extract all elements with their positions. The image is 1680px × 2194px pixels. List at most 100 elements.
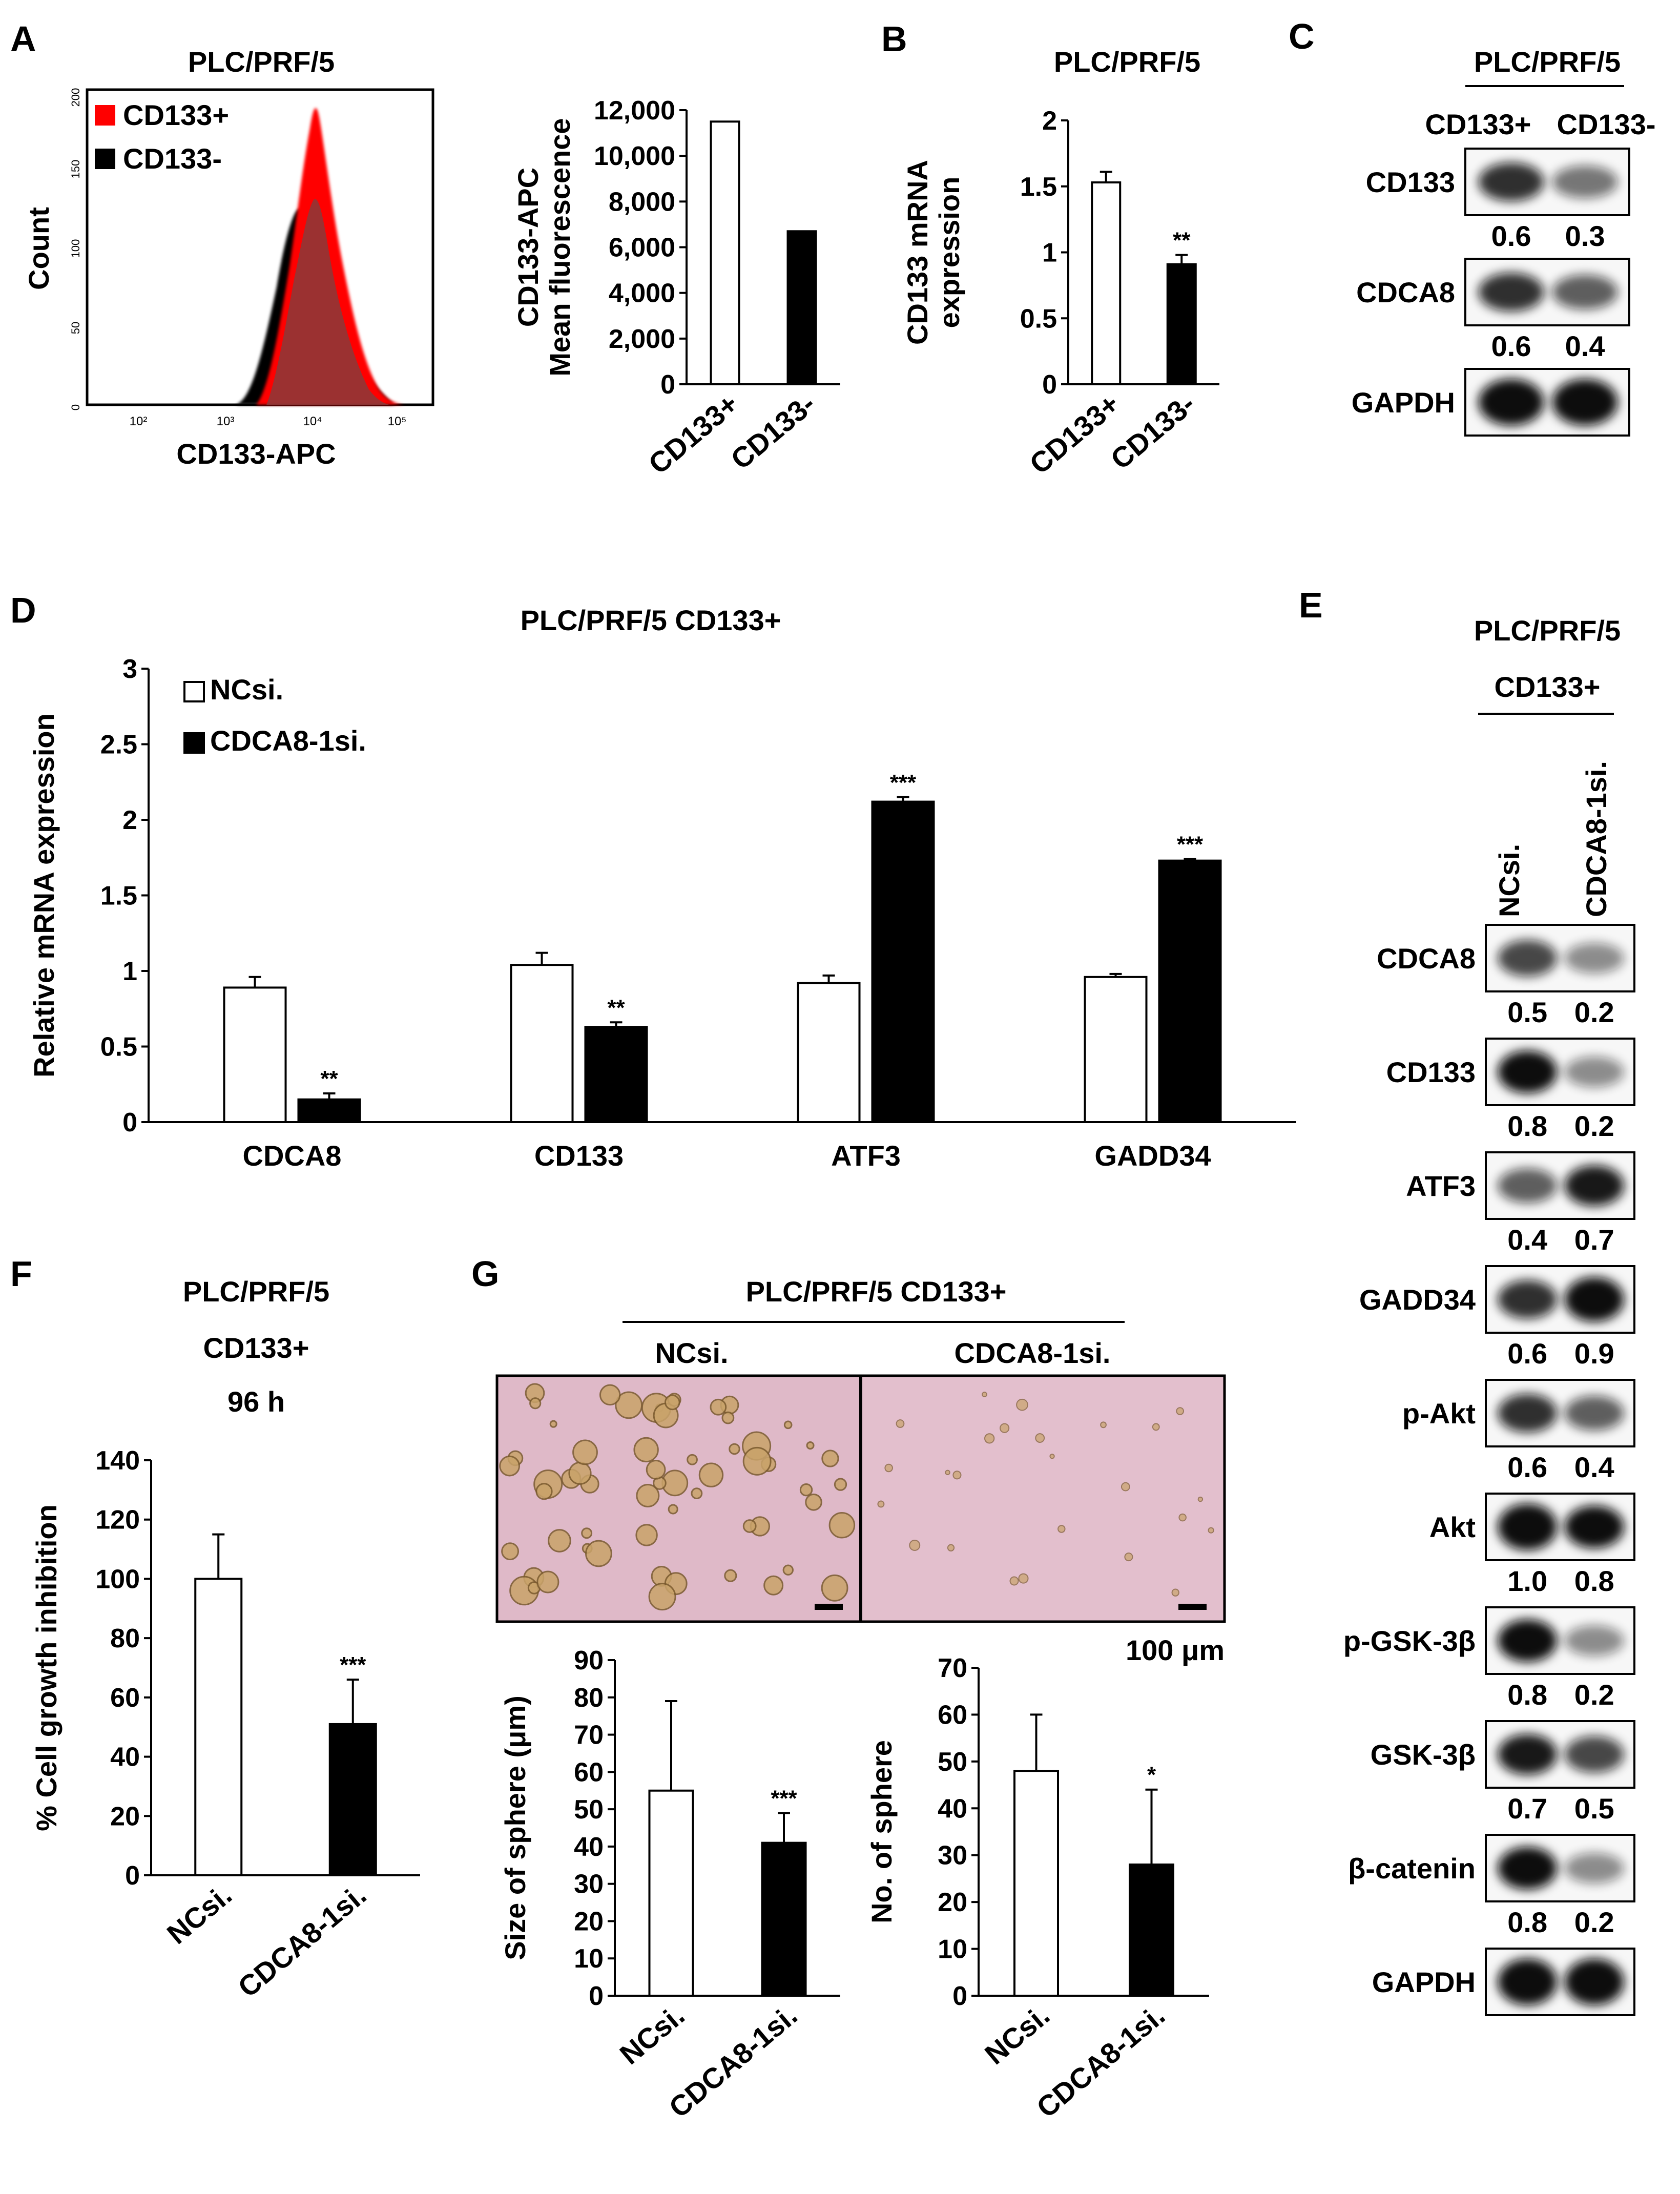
blot-label: CD133 (1366, 166, 1455, 198)
blot-band (1564, 1277, 1624, 1322)
blot-quantification: 0.9 (1574, 1337, 1614, 1370)
category-label: ATF3 (831, 1140, 901, 1172)
blot-band (1498, 1503, 1558, 1550)
sphere (581, 1527, 593, 1539)
blot-label: Akt (1429, 1511, 1476, 1543)
blot-band (1564, 943, 1624, 974)
panel-letter-g: G (471, 1254, 499, 1294)
y-tick-label: 30 (574, 1870, 604, 1899)
y-tick-label: 80 (574, 1683, 604, 1713)
panel-g-title: PLC/PRF/5 CD133+ (746, 1275, 1007, 1308)
y-tick-label: 12,000 (594, 96, 675, 126)
sphere (1000, 1423, 1010, 1433)
chart-cell-growth: 0 20 40 60 80 100 120 140 % Cell growth inhibiti… (30, 1446, 420, 2003)
sphere (982, 1392, 987, 1397)
chart-sphere-count: 0 10 20 30 40 50 60 70 No. of sphere NCsi. * CDCA8-… (865, 1653, 1209, 2124)
category-label: CDCA8-1si. (1030, 1999, 1171, 2124)
bar (194, 1578, 243, 1876)
sphere (568, 1461, 592, 1485)
y-axis-label: Relative mRNA expression (28, 713, 60, 1078)
sphere (884, 1463, 893, 1473)
blot-quantification: 0.8 (1574, 1565, 1614, 1597)
sphere (585, 1540, 612, 1567)
y-tick-label: 0 (122, 1108, 137, 1137)
y-tick-label: 20 (938, 1888, 967, 1917)
blot-band (1564, 1505, 1624, 1548)
legend-label: NCsi. (210, 673, 283, 706)
panel-b-title: PLC/PRF/5 (1054, 46, 1200, 78)
blot-band (1564, 1625, 1624, 1656)
y-axis-label: Size of sphere (μm) (499, 1695, 531, 1960)
blot-quantification: 0.8 (1507, 1906, 1547, 1938)
bar (1084, 976, 1148, 1124)
panel-f-time: 96 h (227, 1385, 285, 1418)
y-tick-label: 20 (110, 1802, 140, 1831)
histogram-xtick: 10⁵ (388, 415, 407, 428)
histogram-ylabel: Count (23, 207, 55, 290)
blot-label: CD133 (1386, 1056, 1476, 1088)
blot-quantification: 0.4 (1507, 1224, 1547, 1256)
sphere (806, 1441, 815, 1450)
chart-mean-fluorescence: 0 2,000 4,000 6,000 8,000 10,000 12,000 CD133-A… (512, 96, 840, 480)
sphere (799, 1483, 813, 1497)
histogram-ytick: 0 (69, 404, 82, 410)
panel-a-title: PLC/PRF/5 (188, 46, 335, 78)
sphere (536, 1570, 559, 1593)
sphere (783, 1420, 793, 1430)
blot-quantification: 0.6 (1507, 1337, 1547, 1370)
bar (328, 1723, 377, 1876)
blot-band (1564, 1736, 1624, 1773)
y-tick-label: 50 (938, 1747, 967, 1777)
sphere (782, 1564, 794, 1576)
sphere (909, 1540, 921, 1551)
sphere (698, 1462, 724, 1487)
panel-letter-c: C (1289, 16, 1315, 56)
blot-quantification: 0.2 (1574, 996, 1614, 1028)
blot-label: CDCA8 (1377, 942, 1476, 975)
blot-label: GADD34 (1359, 1284, 1476, 1316)
sphere (548, 1529, 571, 1553)
sphere (834, 1478, 847, 1491)
sphere (1197, 1496, 1204, 1502)
sphere (828, 1512, 856, 1539)
sphere (1035, 1433, 1045, 1443)
significance-marker: *** (340, 1652, 366, 1678)
panel-a-histogram: CD133+ CD133- 0 50 100 150 200 10² 10³ 1… (23, 88, 434, 470)
bar (786, 230, 817, 385)
histogram-xtick: 10⁴ (303, 415, 322, 428)
sphere (896, 1419, 905, 1428)
y-tick-label: 0 (1042, 370, 1057, 400)
scale-bar-1 (815, 1604, 843, 1610)
sphere (1124, 1553, 1133, 1562)
y-axis-label: % Cell growth inhibition (30, 1504, 63, 1831)
chart-cd133-mrna: 0 0.5 1 1.5 2 CD133 mRNA expression CD133+ ** CD1… (901, 106, 1219, 480)
sphere (499, 1455, 521, 1477)
bar (1158, 859, 1222, 1124)
panel-f-title: PLC/PRF/5 (183, 1275, 329, 1308)
significance-marker: ** (1173, 228, 1191, 253)
histogram-ytick: 50 (69, 322, 82, 334)
blot-quantification: 0.2 (1574, 1679, 1614, 1711)
sphere (529, 1397, 542, 1410)
blot-label: CDCA8 (1356, 276, 1455, 308)
y-tick-label: 100 (95, 1564, 140, 1594)
y-tick-label: 1 (122, 957, 137, 986)
sphere (1009, 1576, 1019, 1586)
sphere (549, 1420, 557, 1428)
sphere (648, 1583, 676, 1611)
y-tick-label: 10,000 (594, 141, 675, 171)
sphere (952, 1471, 962, 1480)
significance-marker: ** (607, 995, 625, 1020)
scale-label: 100 μm (1126, 1634, 1225, 1666)
blot-label: p-GSK-3β (1343, 1625, 1476, 1657)
y-tick-label: 2 (122, 805, 137, 835)
blot-band (1564, 1165, 1624, 1206)
sphere (742, 1519, 757, 1533)
y-tick-label: 0 (589, 1981, 604, 2011)
sphere-cluster (499, 1383, 1214, 1611)
y-tick-label: 4,000 (609, 279, 675, 308)
sphere (635, 1524, 658, 1546)
blot-band (1498, 1734, 1558, 1775)
histogram-xlabel: CD133-APC (176, 438, 336, 470)
blot-quantification: 0.5 (1507, 996, 1547, 1028)
